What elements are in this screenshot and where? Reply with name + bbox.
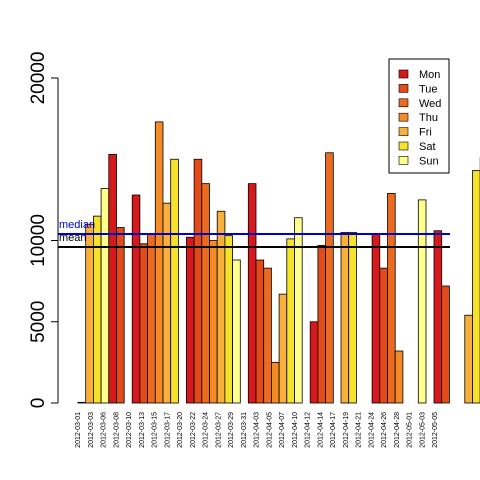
x-tick-label: 2012-04-19	[343, 412, 350, 448]
bar-sat-g1-5	[170, 158, 179, 404]
legend-label-fri: Fri	[419, 127, 432, 139]
bar-wed-g4-2	[325, 152, 334, 404]
bar-mon-g6-0	[433, 230, 443, 404]
x-tick-label: 2012-03-24	[203, 412, 210, 448]
bar-fri-g2-4	[216, 210, 226, 404]
legend-label-mon: Mon	[419, 69, 440, 81]
legend: Mon Tue Wed Thu Fri Sat Sun	[388, 58, 450, 174]
x-tick-label: 2012-03-13	[139, 412, 146, 448]
bar-sat-g6-5	[472, 170, 480, 404]
legend-label-sat: Sat	[419, 141, 436, 153]
bar-mon-g3-0	[247, 183, 257, 404]
bar-tue-g5-1	[379, 267, 388, 404]
bar-fri-g3-4	[278, 293, 288, 404]
x-tick-label: 2012-05-03	[419, 412, 426, 448]
bar-sun-g0-3	[100, 188, 110, 404]
x-tick-label: 2012-05-05	[432, 412, 439, 448]
bar-wed-g1-2	[147, 233, 156, 404]
x-tick-label: 2012-03-17	[164, 412, 171, 448]
bar-thu-g2-3	[209, 240, 218, 404]
y-tick-label: 10000	[28, 214, 49, 267]
x-tick-label: 2012-03-31	[241, 412, 248, 448]
bar-fri-g0-1	[85, 223, 94, 404]
x-tick-label: 2012-03-06	[101, 412, 108, 448]
legend-swatch-wed	[398, 98, 409, 108]
legend-label-thu: Thu	[419, 112, 438, 124]
bars	[77, 121, 480, 404]
x-tick-label: 2012-04-26	[381, 412, 388, 448]
legend-label-sun: Sun	[419, 155, 439, 167]
bar-fri-g6-4	[464, 314, 473, 404]
bar-thu-g3-3	[270, 361, 280, 404]
x-tick-label: 2012-03-20	[177, 412, 184, 448]
bar-wed-g5-2	[387, 192, 396, 404]
x-tick-label: 2012-04-03	[254, 412, 261, 448]
x-tick-label: 2012-03-27	[215, 412, 222, 448]
legend-label-tue: Tue	[419, 83, 438, 95]
mean-label: mean	[59, 232, 87, 244]
bar-wed-g3-2	[263, 267, 272, 404]
x-axis: 2012-03-01 2012-03-03 2012-03-06 2012-03-08…	[75, 412, 439, 448]
bar-fri-g4-4	[340, 231, 350, 404]
x-tick-label: 2012-04-28	[394, 412, 401, 448]
bar-mon-g4-0	[309, 321, 319, 404]
bar-sun-g3-6	[294, 217, 303, 404]
bar-wed-g2-2	[201, 183, 210, 404]
bar-sat-g0-2	[93, 215, 102, 404]
x-tick-label: 2012-04-21	[356, 412, 363, 448]
bar-tue-g2-1	[193, 158, 203, 404]
bar-sun-g5-6	[417, 199, 427, 404]
bar-tue-g4-1	[317, 244, 326, 404]
bar-tue-g1-1	[139, 243, 148, 404]
x-tick-label: 2012-04-05	[266, 412, 273, 448]
x-tick-label: 2012-05-01	[407, 412, 414, 448]
y-tick-label: 5000	[28, 301, 49, 343]
bar-mon-g2-0	[185, 236, 195, 404]
x-tick-label: 2012-03-03	[88, 412, 95, 448]
legend-swatch-sat	[398, 141, 409, 151]
y-axis: 0 5000 10000 20000	[28, 52, 59, 409]
legend-label-wed: Wed	[419, 98, 441, 110]
bar-sat-g4-5	[348, 231, 357, 404]
bar-sun-g2-6	[232, 259, 241, 404]
x-tick-label: 2012-04-24	[368, 412, 375, 448]
bar-mon-g5-0	[371, 233, 381, 404]
x-tick-label: 2012-04-14	[317, 412, 324, 448]
bar-thu-g0-0	[77, 401, 87, 404]
bar-mon-g0-4	[108, 153, 117, 404]
y-tick-label: 20000	[28, 52, 49, 105]
x-tick-label: 2012-03-01	[75, 412, 82, 448]
x-tick-label: 2012-03-10	[126, 412, 133, 448]
x-tick-label: 2012-04-10	[292, 412, 299, 448]
y-tick-label: 0	[28, 398, 49, 409]
x-tick-label: 2012-03-29	[228, 412, 235, 448]
x-tick-label: 2012-04-07	[279, 412, 286, 448]
median-label: median	[59, 219, 95, 231]
legend-swatch-thu	[398, 112, 409, 122]
x-tick-label: 2012-04-12	[305, 412, 312, 448]
bar-tue-g0-5	[116, 227, 125, 404]
legend-swatch-sun	[398, 156, 409, 165]
bar-thu-g1-3	[154, 121, 164, 404]
x-tick-label: 2012-03-22	[190, 412, 197, 448]
x-tick-label: 2012-03-08	[113, 412, 120, 448]
legend-swatch-tue	[398, 84, 409, 93]
bar-sat-g3-5	[286, 238, 295, 404]
bar-sat-g2-5	[224, 235, 233, 404]
bar-thu-g5-3	[394, 350, 404, 404]
legend-swatch-mon	[398, 69, 409, 79]
legend-swatch-fri	[398, 127, 409, 136]
bar-tue-g3-1	[255, 259, 265, 404]
x-tick-label: 2012-04-17	[330, 412, 337, 448]
bar-tue-g6-1	[441, 285, 450, 404]
x-tick-label: 2012-03-15	[152, 412, 159, 448]
bar-mon-g1-0	[131, 194, 141, 404]
